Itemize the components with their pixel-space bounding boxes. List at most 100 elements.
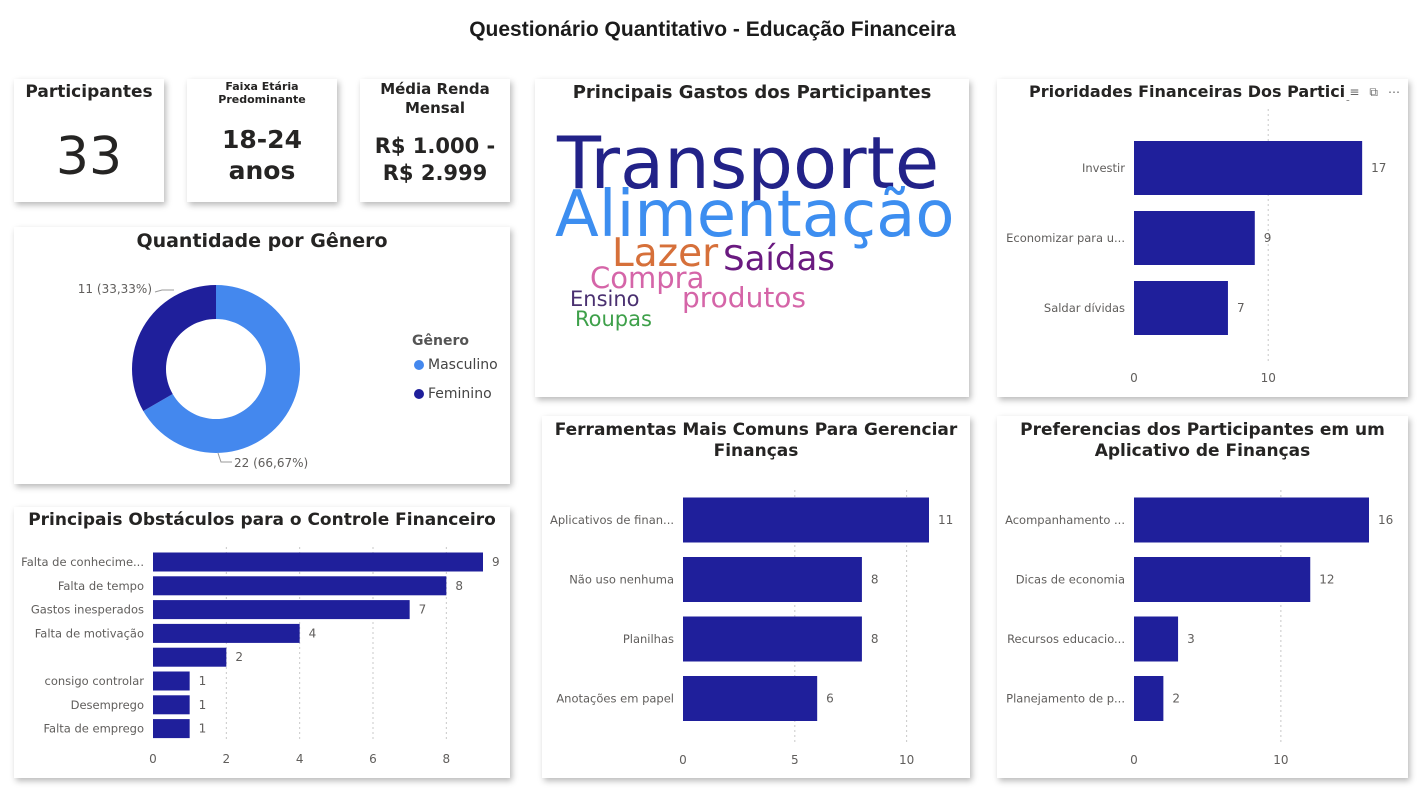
tools-bar-chart: 0 5 10 11 Aplicativos de finan... 8 Não uso ne… — [550, 490, 953, 767]
data-label: 7 — [419, 603, 427, 617]
data-label: 8 — [455, 579, 463, 593]
word-compra: Compra — [590, 261, 705, 295]
category-label: Falta de motivação — [35, 626, 144, 640]
bar-consigo-controlar-5 — [153, 671, 190, 691]
kpi-age-label-1: Faixa Etária — [225, 80, 299, 93]
kpi-income-label-2: Mensal — [405, 99, 465, 117]
focus-mode-icon[interactable]: ⧉ — [1369, 85, 1378, 99]
kpi-income-value-2: R$ 2.999 — [382, 161, 488, 185]
priorities-chart-title: Prioridades Financeiras Dos Particip — [1029, 82, 1357, 101]
kpi-income-card[interactable]: Média Renda Mensal R$ 1.000 - R$ 2.999 — [360, 79, 510, 202]
data-label: 2 — [235, 650, 243, 664]
donut-label-masculino: 22 (66,67%) — [234, 456, 308, 470]
donut-slice-masculino-0 — [143, 285, 300, 453]
category-label: Gastos inesperados — [31, 603, 144, 617]
donut-slice-feminino-1 — [132, 285, 216, 411]
data-label: 9 — [492, 555, 500, 569]
bar-recursos-educacio-2 — [1134, 616, 1179, 662]
category-label: Saldar dívidas — [1044, 301, 1125, 315]
category-label: Planilhas — [623, 632, 674, 646]
obstacles-bar-chart: 0 2 4 6 8 9 Falta de conhecime... 8 Falta de tem… — [21, 547, 500, 766]
data-label: 8 — [871, 632, 879, 646]
priorities-chart-card[interactable]: Prioridades Financeiras Dos Particip ≡ ⧉… — [997, 79, 1408, 397]
preferences-chart-card[interactable]: Preferencias dos Participantes em um Apl… — [997, 416, 1408, 778]
filter-icon[interactable]: ≡ — [1349, 85, 1360, 99]
x-tick-label: 2 — [223, 752, 231, 766]
x-tick-label: 5 — [791, 753, 799, 767]
bar-dicas-de-economia-1 — [1134, 557, 1311, 602]
data-label: 2 — [1172, 692, 1180, 706]
bar-blank-4 — [153, 647, 227, 667]
data-label: 7 — [1237, 301, 1245, 315]
data-label: 1 — [199, 674, 207, 688]
bar-planejamento-de-p-3 — [1134, 676, 1164, 721]
leader-line — [217, 452, 232, 463]
category-label: Recursos educacio... — [1007, 632, 1125, 646]
gender-legend-title: Gênero — [412, 333, 469, 349]
bar-acompanhamento-0 — [1134, 497, 1369, 543]
more-options-icon[interactable]: ⋯ — [1388, 85, 1400, 99]
expenses-wordcloud-title: Principais Gastos dos Participantes — [572, 82, 932, 103]
data-label: 1 — [199, 722, 207, 736]
bar-nao-uso-nenhuma-1 — [683, 557, 862, 602]
legend-label-feminino: Feminino — [428, 386, 492, 402]
data-label: 4 — [309, 626, 317, 640]
leader-line — [154, 289, 174, 293]
bar-gastos-inesperados-2 — [153, 600, 410, 620]
kpi-income-value-1: R$ 1.000 - — [374, 134, 496, 158]
legend-item-masculino[interactable]: Masculino — [414, 357, 498, 373]
data-label: 3 — [1187, 632, 1195, 646]
word-alimentacao: Alimentação — [555, 178, 955, 252]
bar-planilhas-2 — [683, 616, 862, 662]
kpi-participants-card[interactable]: Participantes 33 — [14, 79, 164, 202]
expenses-wordcloud-card[interactable]: Principais Gastos dos Participantes Tran… — [535, 79, 969, 397]
kpi-participants-label: Participantes — [25, 82, 153, 102]
x-tick-label: 0 — [1130, 371, 1138, 385]
gender-donut-chart: 22 (66,67%) 11 (33,33%) — [78, 282, 308, 470]
category-label: Economizar para u... — [1006, 231, 1125, 245]
data-label: 17 — [1371, 161, 1386, 175]
data-label: 9 — [1264, 231, 1272, 245]
category-label: Acompanhamento ... — [1005, 513, 1125, 527]
x-tick-label: 0 — [149, 752, 157, 766]
kpi-participants-value: 33 — [55, 127, 123, 187]
kpi-age-label-2: Predominante — [218, 93, 306, 106]
word-transporte: Transporte — [557, 121, 940, 205]
legend-item-feminino[interactable]: Feminino — [414, 386, 492, 402]
x-tick-label: 6 — [369, 752, 377, 766]
word-saidas: Saídas — [723, 239, 835, 279]
page-title: Questionário Quantitativo - Educação Fin… — [469, 18, 956, 41]
tools-chart-title-2: Finanças — [713, 441, 799, 461]
gender-chart-title: Quantidade por Gênero — [136, 230, 388, 252]
category-label: consigo controlar — [45, 674, 145, 688]
legend-label-masculino: Masculino — [428, 357, 498, 373]
preferences-chart-title-2: Aplicativo de Finanças — [1094, 441, 1311, 461]
legend-dot-feminino — [414, 389, 424, 399]
tools-chart-card[interactable]: Ferramentas Mais Comuns Para Gerenciar F… — [542, 416, 970, 778]
bar-falta-de-conhecime-0 — [153, 552, 483, 572]
priorities-bar-chart: 0 10 17 Investir 9 Economizar para u... 7 Salda… — [1006, 109, 1386, 385]
preferences-bar-chart: 0 10 16 Acompanhamento ... 12 Dicas de econom… — [1005, 490, 1393, 767]
x-tick-label: 0 — [1130, 753, 1138, 767]
preferences-chart-title-1: Preferencias dos Participantes em um — [1020, 420, 1385, 440]
category-label: Falta de tempo — [58, 579, 144, 593]
category-label: Aplicativos de finan... — [550, 513, 674, 527]
bar-falta-de-motivacao-3 — [153, 623, 300, 643]
kpi-age-value-2: anos — [228, 156, 296, 185]
data-label: 8 — [871, 573, 879, 587]
category-label: Falta de emprego — [43, 722, 144, 736]
gender-chart-card[interactable]: Quantidade por Gênero 22 (66,67%) 11 (33,… — [14, 227, 510, 484]
obstacles-chart-card[interactable]: Principais Obstáculos para o Controle Fi… — [14, 507, 510, 778]
data-label: 1 — [199, 698, 207, 712]
category-label: Dicas de economia — [1016, 573, 1125, 587]
kpi-age-value-1: 18-24 — [222, 125, 302, 154]
category-label: Planejamento de p... — [1006, 692, 1125, 706]
word-lazer: Lazer — [612, 231, 719, 276]
kpi-age-card[interactable]: Faixa Etária Predominante 18-24 anos — [187, 79, 337, 202]
category-label: Desemprego — [71, 698, 144, 712]
category-label: Investir — [1082, 161, 1125, 175]
kpi-income-label-1: Média Renda — [380, 80, 490, 98]
category-label: Anotações em papel — [556, 692, 674, 706]
category-label: Falta de conhecime... — [21, 555, 144, 569]
data-label: 11 — [938, 513, 953, 527]
